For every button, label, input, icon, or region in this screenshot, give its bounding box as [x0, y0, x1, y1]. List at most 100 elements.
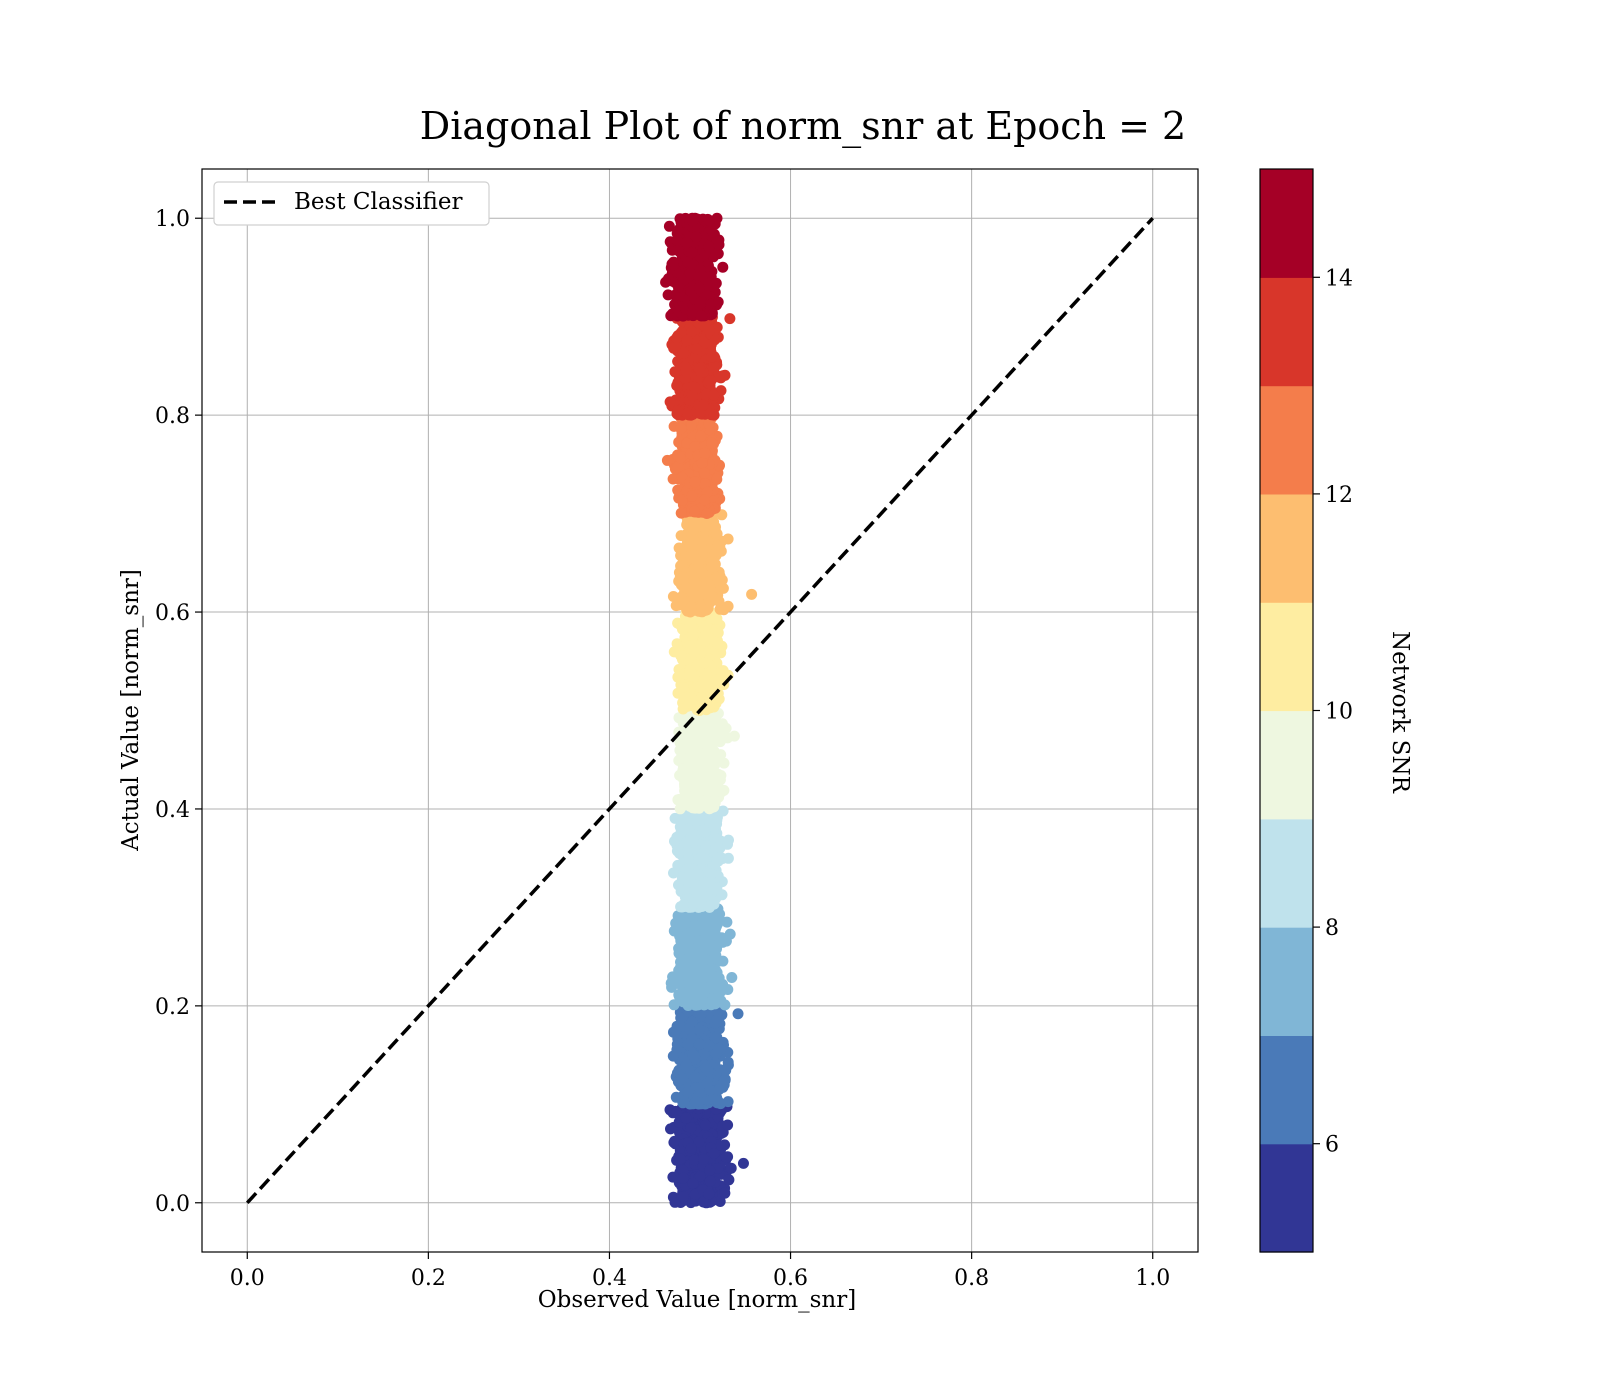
scatter-point	[692, 970, 704, 981]
scatter-point	[670, 1107, 682, 1119]
scatter-point	[704, 1164, 716, 1176]
scatter-point	[716, 889, 728, 901]
scatter-point	[711, 953, 723, 965]
chart-title: Diagonal Plot of norm_snr at Epoch = 2	[420, 104, 1186, 149]
scatter-point	[671, 845, 683, 857]
scatter-point	[683, 823, 695, 835]
scatter-point	[677, 1172, 689, 1184]
scatter-point	[688, 911, 700, 923]
scatter-point	[669, 1135, 681, 1147]
scatter-point	[713, 735, 725, 747]
scatter-point	[702, 900, 714, 912]
scatter-point	[699, 657, 710, 669]
scatter-point	[694, 951, 706, 963]
scatter-point	[680, 364, 692, 375]
scatter-points	[660, 212, 758, 1209]
scatter-point	[685, 1122, 697, 1134]
scatter-point	[687, 1049, 699, 1060]
scatter-point	[723, 1174, 735, 1186]
scatter-point	[711, 855, 723, 867]
scatter-point	[678, 899, 690, 911]
scatter-point	[710, 971, 722, 983]
scatter-point	[675, 1012, 687, 1024]
scatter-point	[686, 1032, 698, 1044]
scatter-point	[693, 1136, 705, 1148]
scatter-point	[695, 430, 707, 442]
scatter-point	[698, 1154, 710, 1165]
scatter-point	[715, 933, 727, 945]
scatter-point	[704, 776, 716, 788]
scatter-point	[694, 1170, 706, 1182]
plot-area	[201, 168, 1199, 1253]
scatter-point	[697, 399, 709, 411]
scatter-point	[701, 1078, 713, 1089]
scatter-point	[678, 347, 689, 359]
scatter-point	[725, 1162, 737, 1174]
scatter-point	[693, 869, 705, 881]
scatter-point	[666, 981, 678, 993]
scatter-point	[700, 840, 711, 852]
scatter-point	[717, 805, 729, 817]
scatter-point	[719, 1187, 731, 1199]
scatter-point	[697, 1196, 709, 1208]
scatter-point	[673, 542, 685, 554]
scatter-point	[677, 623, 688, 635]
scatter-point	[685, 602, 697, 613]
scatter-point	[681, 929, 693, 941]
scatter-point	[664, 396, 676, 408]
scatter-point	[706, 351, 717, 363]
scatter-point	[689, 646, 700, 658]
scatter-point	[720, 1151, 732, 1163]
scatter-point	[713, 1083, 725, 1095]
scatter-point	[720, 722, 732, 734]
scatter-point	[676, 1073, 688, 1085]
scatter-point	[668, 999, 680, 1011]
scatter-point	[726, 972, 738, 983]
scatter-point	[677, 571, 689, 583]
scatter-point	[689, 382, 701, 394]
scatter-point	[665, 1123, 676, 1135]
scatter-point	[720, 1064, 732, 1076]
scatter-point	[677, 703, 689, 715]
scatter-point	[674, 452, 686, 464]
scatter-point	[696, 457, 708, 469]
scatter-point	[670, 1024, 682, 1036]
scatter-point	[712, 637, 724, 649]
scatter-point	[711, 572, 723, 584]
scatter-point	[689, 1154, 701, 1166]
scatter-point	[677, 996, 689, 1008]
scatter-point	[718, 784, 730, 796]
scatter-point	[679, 969, 691, 981]
scatter-point	[708, 994, 720, 1006]
scatter-point	[706, 725, 718, 737]
scatter-point	[674, 1153, 686, 1165]
scatter-point	[682, 1086, 693, 1098]
scatter-point	[699, 635, 710, 647]
scatter-point	[691, 343, 703, 355]
scatter-point	[683, 1023, 695, 1034]
scatter-point	[696, 990, 708, 1001]
scatter-point	[671, 380, 683, 392]
scatter-point	[701, 737, 713, 749]
scatter-point	[711, 1031, 723, 1043]
scatter-point	[687, 549, 699, 561]
scatter-point	[700, 620, 712, 632]
scatter-point	[691, 741, 703, 753]
scatter-point	[693, 363, 705, 375]
scatter-point	[686, 490, 698, 502]
scatter-point	[672, 405, 684, 417]
scatter-point	[698, 533, 710, 545]
scatter-point	[717, 261, 729, 273]
scatter-point	[703, 943, 715, 955]
scatter-point	[668, 867, 679, 879]
scatter-point	[670, 600, 682, 612]
scatter-point	[684, 666, 696, 677]
scatter-point	[687, 1177, 699, 1189]
scatter-point	[689, 476, 701, 488]
scatter-point	[701, 604, 713, 616]
scatter-point	[687, 764, 698, 776]
scatter-point	[715, 980, 727, 992]
scatter-point	[669, 835, 680, 847]
scatter-point	[685, 1142, 697, 1154]
scatter-point	[688, 575, 700, 586]
